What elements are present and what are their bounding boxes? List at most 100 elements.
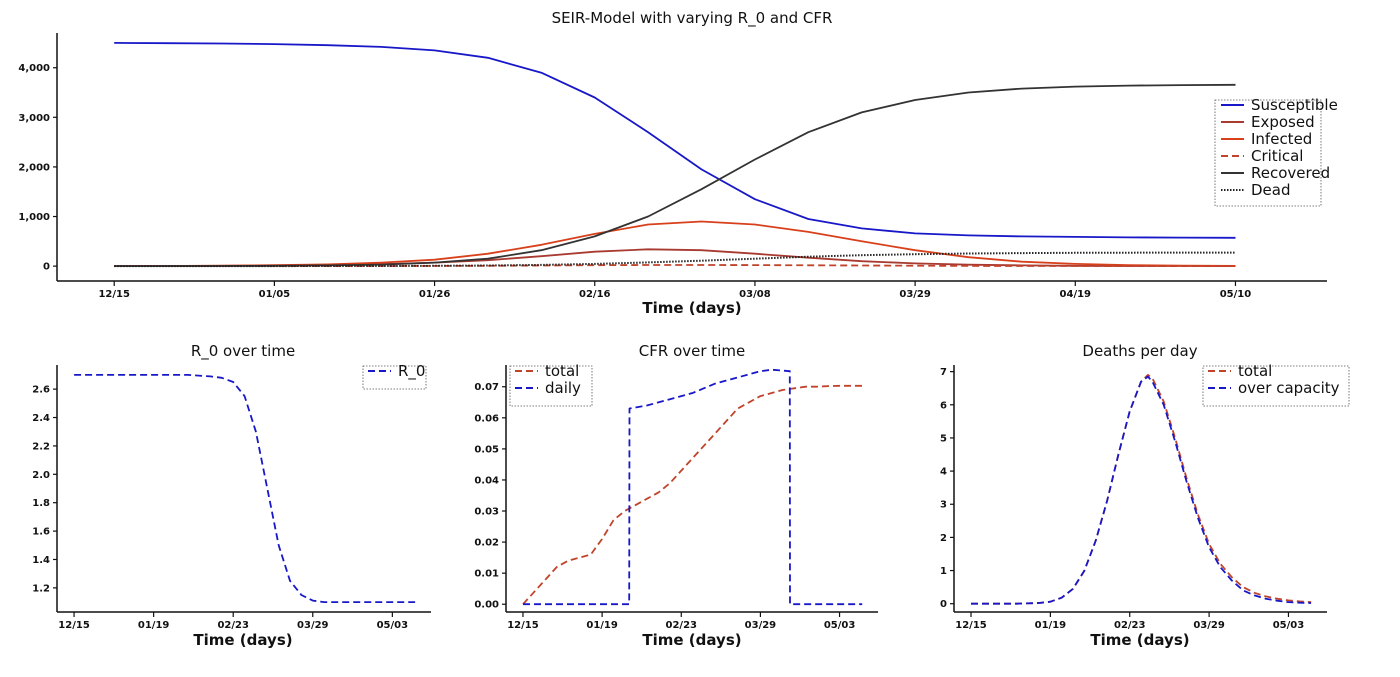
- r0-chart-title: R_0 over time: [191, 342, 295, 361]
- deaths-chart: Deaths per day 0 1 2 3 4 5 6 7 12/15 01/19 02/23 03…: [940, 342, 1350, 649]
- cfr-y-tick-label: 0.03: [474, 507, 499, 518]
- r0-y-tick-label: 1.4: [32, 555, 50, 566]
- deaths-legend-label: over capacity: [1238, 379, 1340, 397]
- r0-series-line-r-0: [74, 373, 416, 603]
- seir-legend-label: Critical: [1251, 147, 1303, 165]
- seir-legend-label: Exposed: [1251, 113, 1315, 131]
- cfr-y-tick-label: 0.02: [474, 538, 499, 549]
- seir-series-line-dead: [114, 251, 1236, 268]
- seir-legend-frame: [1214, 99, 1322, 207]
- r0-legend: R_0: [362, 362, 427, 390]
- cfr-y-tick-label: 0.01: [474, 569, 499, 580]
- deaths-x-tick-label: 12/15: [955, 620, 987, 631]
- deaths-legend-label: total: [1238, 362, 1272, 380]
- r0-y-tick-label: 2.4: [32, 413, 50, 424]
- r0-series: [74, 373, 416, 603]
- seir-y-tick-label: 2,000: [18, 162, 50, 173]
- seir-chart: SEIR-Model with varying R_0 and CFR 0 1,0…: [18, 9, 1337, 317]
- deaths-y-tick-label: 3: [940, 500, 947, 511]
- deaths-y-tick-label: 4: [940, 467, 947, 478]
- r0-y-tick-label: 2.6: [32, 385, 50, 396]
- r0-legend-label: R_0: [398, 362, 425, 381]
- cfr-legend-label: daily: [545, 379, 581, 397]
- cfr-series: [522, 368, 863, 606]
- deaths-series-line-over-capacity: [971, 375, 1312, 605]
- seir-legend-label: Infected: [1251, 130, 1312, 148]
- cfr-y-tick-label: 0.00: [474, 600, 499, 611]
- r0-legend-frame: [362, 365, 427, 390]
- seir-chart-title: SEIR-Model with varying R_0 and CFR: [552, 9, 833, 28]
- seir-y-tick-label: 1,000: [18, 212, 50, 223]
- seir-x-tick-label: 01/05: [259, 289, 291, 300]
- cfr-chart: CFR over time 0.000.010.020.030.040.050.…: [474, 342, 878, 649]
- deaths-series-line-total: [971, 373, 1312, 605]
- cfr-chart-title: CFR over time: [639, 342, 745, 360]
- r0-x-tick-label: 03/29: [297, 620, 329, 631]
- seir-series-line-recovered: [114, 83, 1236, 268]
- seir-x-tick-label: 03/29: [899, 289, 931, 300]
- cfr-y-tick-label: 0.07: [474, 382, 499, 393]
- seir-y-tick-label: 3,000: [18, 113, 50, 124]
- deaths-y-tick-label: 5: [940, 433, 947, 444]
- seir-legend-label: Recovered: [1251, 164, 1330, 182]
- cfr-legend-label: total: [545, 362, 579, 380]
- seir-legend: SusceptibleExposedInfectedCriticalRecove…: [1214, 96, 1338, 207]
- seir-legend-items: SusceptibleExposedInfectedCriticalRecove…: [1221, 96, 1338, 199]
- cfr-legend-frame: [509, 365, 593, 407]
- deaths-legend-frame: [1202, 365, 1350, 407]
- seir-series: [114, 42, 1236, 268]
- cfr-x-tick-label: 02/23: [666, 620, 698, 631]
- r0-x-tick-label: 02/23: [217, 620, 249, 631]
- deaths-y-tick-label: 7: [940, 367, 947, 378]
- r0-x-tick-label: 05/03: [377, 620, 409, 631]
- seir-legend-label: Susceptible: [1251, 96, 1338, 114]
- cfr-x-tick-label: 03/29: [745, 620, 777, 631]
- seir-series-line-infected: [114, 220, 1236, 268]
- seir-x-tick-label: 03/08: [739, 289, 771, 300]
- deaths-series: [971, 373, 1312, 605]
- seir-x-tick-label: 01/26: [419, 289, 451, 300]
- deaths-x-tick-label: 02/23: [1114, 620, 1146, 631]
- r0-y-tick-label: 1.2: [32, 583, 50, 594]
- seir-x-axis-title: Time (days): [642, 299, 741, 317]
- r0-y-tick-label: 2.2: [32, 441, 50, 452]
- cfr-x-tick-label: 05/03: [824, 620, 856, 631]
- cfr-x-axis-title: Time (days): [642, 631, 741, 649]
- deaths-chart-title: Deaths per day: [1082, 342, 1197, 360]
- cfr-x-tick-label: 01/19: [586, 620, 618, 631]
- deaths-axes: 0 1 2 3 4 5 6 7 12/15 01/19 02/23 03/29 05/03: [940, 365, 1327, 631]
- seir-x-tick-label: 04/19: [1060, 289, 1092, 300]
- seir-y-tick-label: 0: [43, 262, 50, 273]
- cfr-y-tick-label: 0.06: [474, 413, 499, 424]
- r0-legend-items: R_0: [368, 362, 425, 381]
- r0-chart: R_0 over time 1.2 1.4 1.6 1.8 2.0 2.2 2.4 2.6 12…: [32, 342, 431, 649]
- r0-y-tick-label: 1.8: [32, 498, 50, 509]
- r0-x-tick-label: 01/19: [138, 620, 170, 631]
- cfr-y-tick-label: 0.05: [474, 444, 499, 455]
- seir-axes: 0 1,000 2,000 3,000 4,000 12/15 01/05 01/26 02/1…: [18, 33, 1327, 300]
- cfr-x-tick-label: 12/15: [507, 620, 539, 631]
- deaths-y-tick-label: 2: [940, 533, 947, 544]
- cfr-axes: 0.00 0.01 0.02 0.03 0.04 0.05 0.06 0.07 12/15 01/…: [474, 365, 878, 631]
- deaths-x-tick-label: 03/29: [1193, 620, 1225, 631]
- r0-x-axis-title: Time (days): [193, 631, 292, 649]
- seir-legend-label: Dead: [1251, 181, 1291, 199]
- seir-x-tick-label: 12/15: [98, 289, 130, 300]
- deaths-x-axis-title: Time (days): [1090, 631, 1189, 649]
- cfr-series-line-total: [522, 384, 863, 605]
- seir-x-tick-label: 02/16: [579, 289, 611, 300]
- r0-y-tick-label: 1.6: [32, 527, 50, 538]
- r0-x-tick-label: 12/15: [58, 620, 90, 631]
- seir-y-tick-label: 4,000: [18, 63, 50, 74]
- seir-series-line-susceptible: [114, 42, 1236, 239]
- cfr-series-line-daily: [523, 368, 863, 606]
- deaths-x-tick-label: 05/03: [1273, 620, 1305, 631]
- cfr-y-tick-label: 0.04: [474, 475, 499, 486]
- deaths-x-tick-label: 01/19: [1035, 620, 1067, 631]
- deaths-y-tick-label: 6: [940, 400, 947, 411]
